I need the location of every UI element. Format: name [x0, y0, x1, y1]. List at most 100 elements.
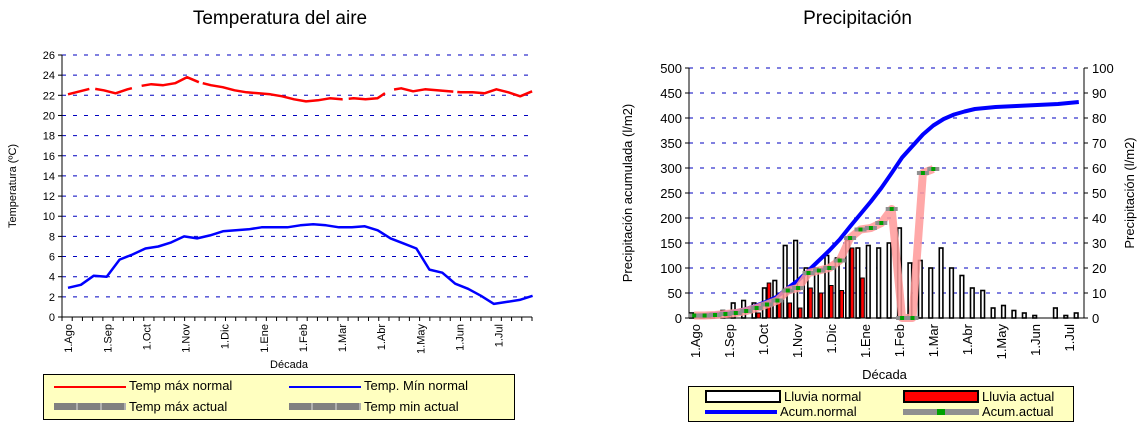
- y-tick-label-right: 20: [1092, 261, 1106, 276]
- marker-acum-actual-dot: [765, 303, 769, 307]
- y-tick-label-right: 30: [1092, 236, 1106, 251]
- x-tick-label: 1.Abr: [960, 323, 975, 355]
- bar-lluvia-normal: [971, 288, 975, 318]
- marker-acum-actual-dot: [796, 286, 800, 290]
- x-tick-label: 1.Mar: [926, 323, 941, 357]
- x-tick-label: 1.Nov: [790, 324, 805, 358]
- y-axis-label: Precipitación acumulada (l/m2): [620, 104, 635, 282]
- x-tick-label: 1.Ago: [688, 324, 703, 358]
- y-tick-label: 26: [43, 50, 55, 62]
- x-tick-label: 1.Ago: [63, 324, 75, 353]
- y-tick-label: 4: [49, 272, 55, 284]
- legend-label: Lluvia normal: [784, 389, 861, 404]
- marker-acum-actual-dot: [713, 313, 717, 317]
- y-tick-label: 10: [43, 211, 55, 223]
- marker-acum-actual-dot: [900, 316, 904, 320]
- x-tick-label: 1.Dic: [824, 324, 839, 354]
- precipitation-legend: Lluvia normal Lluvia actual Acum.normal Acu…: [688, 386, 1074, 422]
- legend-swatch: [289, 403, 361, 410]
- bar-lluvia-normal: [1064, 316, 1068, 319]
- x-tick-label: 1.May: [994, 324, 1009, 360]
- y-tick-label: 6: [49, 252, 55, 264]
- x-tick-label: 1.Nov: [181, 324, 193, 353]
- marker-acum-actual-dot: [921, 171, 925, 175]
- x-axis-label: Década: [862, 367, 908, 382]
- marker-acum-actual-dot: [859, 228, 863, 232]
- marker-acum-actual-dot: [723, 312, 727, 316]
- series-temp-min-normal: [68, 224, 533, 304]
- bar-lluvia-normal: [950, 268, 954, 318]
- marker-acum-actual-dot: [775, 299, 779, 303]
- y-tick-label-right: 80: [1092, 111, 1106, 126]
- marker-acum-actual-dot: [848, 236, 852, 240]
- x-axis-label: Década: [270, 359, 309, 371]
- legend-label: Acum.normal: [780, 404, 857, 419]
- y-axis-label-right: Precipitación (l/m2): [1122, 137, 1137, 248]
- bar-lluvia-normal: [887, 243, 891, 318]
- marker-acum-actual-dot: [911, 316, 915, 320]
- x-tick-label: 1.Jul: [1062, 324, 1077, 352]
- y-tick-label: 20: [43, 110, 55, 122]
- x-tick-label: 1.Dic: [220, 324, 232, 350]
- bar-lluvia-normal: [877, 248, 881, 318]
- x-tick-label: 1.May: [415, 324, 427, 354]
- y-tick-label-right: 100: [1092, 61, 1114, 76]
- y-tick-label: 100: [660, 261, 682, 276]
- y-tick-label: 200: [660, 211, 682, 226]
- bar-lluvia-normal: [1033, 316, 1037, 319]
- x-tick-label: 1.Jul: [494, 324, 506, 347]
- marker-acum-actual-dot: [931, 167, 935, 171]
- y-tick-label: 400: [660, 111, 682, 126]
- bar-lluvia-normal: [856, 248, 860, 318]
- legend-label: Temp. Mín normal: [364, 378, 468, 393]
- bar-lluvia-actual: [809, 288, 813, 318]
- bar-lluvia-normal: [1012, 311, 1016, 319]
- bar-lluvia-normal: [960, 276, 964, 319]
- bar-lluvia-normal: [1054, 308, 1058, 318]
- x-tick-label: 1.Abr: [376, 324, 388, 351]
- marker-acum-actual-dot: [817, 269, 821, 273]
- x-tick-label: 1.Mar: [337, 324, 349, 352]
- x-tick-label: 1.Oct: [756, 324, 771, 355]
- marker-acum-actual-dot: [838, 259, 842, 263]
- legend-swatch: [54, 386, 126, 388]
- legend-item: Acum.normal: [705, 404, 857, 419]
- marker-acum-actual-dot: [807, 271, 811, 275]
- bar-lluvia-normal: [867, 246, 871, 319]
- legend-item: Acum.actual: [903, 404, 1054, 419]
- y-tick-label-right: 40: [1092, 211, 1106, 226]
- marker-acum-actual-dot: [890, 207, 894, 211]
- y-tick-label: 16: [43, 151, 55, 163]
- marker-acum-actual-dot: [786, 289, 790, 293]
- x-tick-label: 1.Ene: [259, 324, 271, 353]
- bar-lluvia-actual: [861, 278, 865, 318]
- y-tick-label: 300: [660, 161, 682, 176]
- legend-label: Lluvia actual: [982, 389, 1054, 404]
- legend-item: Temp min actual: [289, 399, 459, 414]
- temperature-legend: Temp máx normal Temp. Mín normal Temp máx …: [43, 374, 515, 420]
- marker-acum-actual-dot: [827, 266, 831, 270]
- temperature-chart-panel: Temperatura del aire 0 2 4 6 8 10 12 14 16 18 20 22…: [0, 0, 560, 423]
- y-tick-label: 18: [43, 131, 55, 143]
- marker-acum-actual-dot: [734, 311, 738, 315]
- bar-lluvia-actual: [757, 313, 761, 318]
- bar-lluvia-normal: [1023, 313, 1027, 318]
- bar-lluvia-normal: [929, 268, 933, 318]
- legend-item: Lluvia actual: [903, 389, 1054, 404]
- legend-swatch: [705, 410, 777, 414]
- marker-acum-actual-dot: [755, 306, 759, 310]
- bar-lluvia-normal: [939, 248, 943, 318]
- marker-acum-actual-dot: [869, 226, 873, 230]
- y-tick-label: 50: [668, 286, 682, 301]
- x-tick-label: 1.Sep: [722, 324, 737, 358]
- legend-label: Temp máx normal: [129, 378, 232, 393]
- bar-lluvia-actual: [830, 286, 834, 319]
- y-tick-label: 0: [675, 311, 682, 326]
- bar-lluvia-actual: [850, 248, 854, 318]
- y-tick-label: 500: [660, 61, 682, 76]
- legend-swatch: [903, 390, 979, 403]
- y-tick-label: 2: [49, 292, 55, 304]
- bar-lluvia-actual: [819, 293, 823, 318]
- y-tick-label-right: 50: [1092, 186, 1106, 201]
- legend-swatch: [289, 386, 361, 388]
